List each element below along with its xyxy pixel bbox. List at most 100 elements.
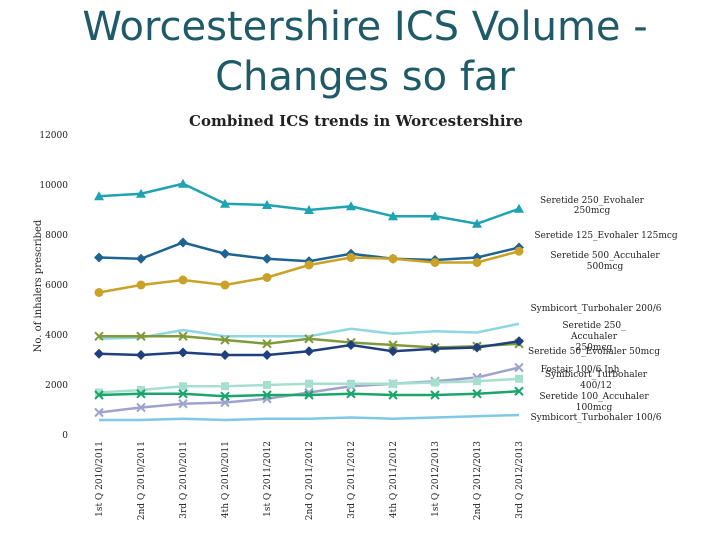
data-point [389, 379, 397, 388]
x-tick-label: 2nd Q 2010/2011 [137, 441, 147, 520]
legend-label: Seretide 500_Accuhaler 500mcg [550, 251, 660, 272]
data-point [179, 382, 187, 391]
x-tick-label: 2nd Q 2012/2013 [473, 441, 483, 520]
data-point [430, 343, 440, 354]
x-tick-label: 1st Q 2010/2011 [95, 441, 105, 517]
legend: Seretide 250_Evohaler 250mcg Seretide 125_… [528, 196, 678, 423]
series-line [94, 178, 524, 228]
y-tick-label: 8000 [45, 231, 68, 241]
data-point [94, 252, 104, 263]
data-point [178, 389, 188, 399]
legend-label: Seretide 125_Evohaler 125mcg [534, 231, 678, 241]
data-point [514, 362, 524, 373]
legend-item: Seretide 250_ Accuhaler 250mcg [562, 321, 626, 353]
data-point [136, 389, 146, 399]
data-point [178, 331, 188, 341]
data-point [262, 350, 272, 360]
data-point [346, 340, 356, 350]
legend-item: Symbicort_Turbohaler 200/6 [530, 304, 661, 314]
data-point [262, 339, 272, 349]
data-point [388, 211, 398, 221]
data-point [388, 390, 398, 400]
data-point [430, 390, 440, 400]
y-axis-ticks: 0 2000 4000 6000 8000 10000 12000 [39, 131, 68, 441]
data-point [304, 260, 314, 270]
chart-title: Combined ICS trends in Worcestershire [189, 112, 523, 130]
data-point [221, 382, 229, 391]
data-point [346, 253, 356, 262]
data-point [514, 386, 524, 396]
data-point [346, 201, 356, 211]
data-point [262, 273, 272, 282]
data-point [94, 407, 104, 418]
legend-label: Seretide 250_ Accuhaler 250mcg [562, 321, 626, 353]
x-tick-label: 1st Q 2012/2013 [431, 441, 441, 517]
data-point [305, 379, 313, 388]
data-point [346, 389, 356, 399]
data-point [220, 198, 230, 208]
data-point [304, 205, 314, 214]
data-point [472, 218, 482, 228]
legend-label: Symbicort_Turbohaler 200/6 [530, 304, 661, 314]
data-point [262, 200, 272, 209]
data-point [178, 275, 188, 285]
data-point [178, 237, 188, 248]
y-tick-label: 12000 [39, 131, 68, 141]
data-point [220, 391, 230, 401]
x-tick-label: 3rd Q 2011/2012 [347, 441, 357, 519]
y-tick-label: 0 [62, 431, 68, 441]
x-tick-label: 4th Q 2011/2012 [389, 441, 399, 518]
y-tick-label: 10000 [39, 181, 68, 191]
x-tick-label: 4th Q 2010/2011 [221, 441, 231, 518]
series-line [98, 322, 520, 340]
x-axis-ticks: 1st Q 2010/2011 2nd Q 2010/2011 3rd Q 2010… [95, 441, 525, 521]
series-path [98, 322, 520, 340]
series-path [98, 182, 520, 226]
series-path [99, 413, 520, 422]
legend-item: Fostair 100/6 Inh [541, 365, 620, 375]
data-point [304, 390, 314, 400]
legend-label: Fostair 100/6 Inh [541, 365, 620, 375]
data-point [514, 203, 524, 213]
data-point [178, 178, 188, 188]
series-line [94, 336, 524, 360]
data-point [94, 348, 104, 359]
legend-item: Seretide 100_Accuhaler 100mcg [539, 392, 649, 413]
legend-item: Seretide 250_Evohaler 250mcg [540, 196, 645, 216]
data-point [136, 188, 146, 198]
data-point [178, 399, 188, 409]
data-point [94, 191, 104, 201]
data-point [304, 334, 314, 344]
slide-title: Worcestershire ICS Volume - Changes so f… [82, 4, 648, 100]
data-point [220, 350, 230, 360]
data-point [94, 331, 104, 341]
data-point [472, 389, 482, 399]
data-point [431, 378, 439, 387]
data-point [472, 342, 482, 353]
x-tick-label: 3rd Q 2010/2011 [179, 441, 189, 519]
legend-label: Seretide 100_Accuhaler 100mcg [539, 392, 649, 413]
legend-item: Symbicort_Turbohaler 400/12 [545, 370, 648, 391]
data-point [137, 386, 145, 394]
data-point [515, 374, 523, 383]
y-tick-label: 4000 [45, 331, 68, 341]
data-point [388, 346, 398, 357]
series-line [94, 386, 524, 401]
legend-item: Seretide 125_Evohaler 125mcg [534, 231, 678, 241]
data-point [178, 347, 188, 358]
legend-item: Symbicort_Turbohaler 100/6 [530, 413, 661, 423]
y-tick-label: 2000 [45, 381, 68, 391]
legend-label: Seretide 250_Evohaler 250mcg [540, 196, 645, 216]
data-point [94, 390, 104, 400]
legend-label: Seretide 50_Evohaler 50mcg [528, 347, 660, 357]
data-point [262, 253, 272, 264]
data-point [430, 258, 440, 267]
data-point [388, 340, 398, 350]
legend-item: Seretide 500_Accuhaler 500mcg [550, 251, 660, 272]
series-line [94, 362, 524, 418]
data-point [347, 379, 355, 388]
x-tick-label: 1st Q 2011/2012 [263, 441, 273, 517]
data-point [262, 390, 272, 400]
legend-item: Seretide 50_Evohaler 50mcg [528, 347, 660, 357]
